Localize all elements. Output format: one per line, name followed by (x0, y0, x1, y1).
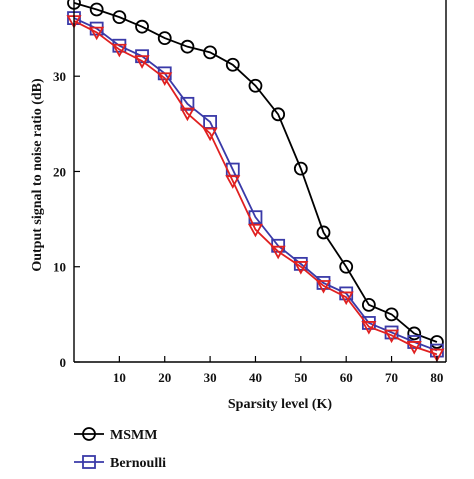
data-point (430, 335, 444, 349)
x-tick-label: 30 (204, 370, 217, 385)
series-line (73, 20, 438, 356)
data-point (157, 31, 172, 46)
series-line (73, 1, 438, 343)
legend-item: Bernoulli (74, 455, 166, 471)
data-point (89, 26, 105, 41)
x-axis-title: Sparsity level (K) (228, 397, 333, 412)
data-point (384, 329, 400, 344)
series-line (73, 17, 438, 352)
data-point (111, 43, 127, 58)
x-tick-label: 10 (113, 370, 126, 385)
data-point (225, 175, 241, 189)
data-point (180, 39, 195, 54)
legend-swatch-marker (82, 427, 96, 441)
axes: 10 20 30 40 50 60 70 80 0 10 20 30 (53, 0, 447, 385)
series-2 (66, 15, 445, 363)
y-tick-label: 30 (53, 69, 66, 84)
x-tick-label: 40 (249, 370, 262, 385)
data-point (134, 55, 150, 69)
x-tick-label: 80 (430, 370, 443, 385)
plot-area (66, 0, 445, 363)
x-tick-label: 20 (158, 370, 171, 385)
data-point (248, 78, 263, 93)
data-point (361, 297, 376, 312)
data-point (338, 291, 354, 306)
data-point (339, 259, 354, 274)
data-point (293, 261, 309, 275)
data-point (225, 57, 240, 72)
data-point (316, 276, 331, 290)
legend-item: MSMM (74, 427, 157, 443)
legend-label: MSMM (110, 428, 157, 443)
y-tick-label: 0 (60, 355, 67, 370)
data-point (315, 280, 332, 294)
series-1 (67, 11, 444, 358)
data-point (271, 107, 286, 122)
x-tick-label: 60 (340, 370, 353, 385)
y-tick-label: 20 (53, 164, 66, 179)
data-point (429, 348, 445, 363)
legend-swatch-marker (82, 455, 96, 469)
data-point (89, 2, 104, 17)
data-point (179, 107, 195, 122)
data-point (406, 341, 422, 355)
data-point (202, 127, 218, 142)
data-point (316, 225, 331, 240)
data-point (293, 256, 308, 271)
data-point (270, 245, 286, 260)
data-point (247, 223, 263, 238)
data-point (135, 19, 149, 34)
data-point (293, 161, 308, 176)
data-point (112, 10, 127, 25)
data-point (361, 321, 377, 335)
data-point (384, 307, 399, 322)
data-point (407, 326, 422, 341)
y-tick-label: 10 (53, 260, 66, 275)
data-point (203, 45, 217, 60)
x-tick-label: 50 (294, 370, 307, 385)
data-point (157, 72, 173, 86)
legend: MSMM Bernoulli (74, 427, 166, 471)
y-axis-title: Output signal to noise ratio (dB) (30, 78, 45, 272)
x-tick-label: 70 (385, 370, 398, 385)
series-0 (67, 0, 444, 349)
legend-label: Bernoulli (110, 456, 166, 471)
